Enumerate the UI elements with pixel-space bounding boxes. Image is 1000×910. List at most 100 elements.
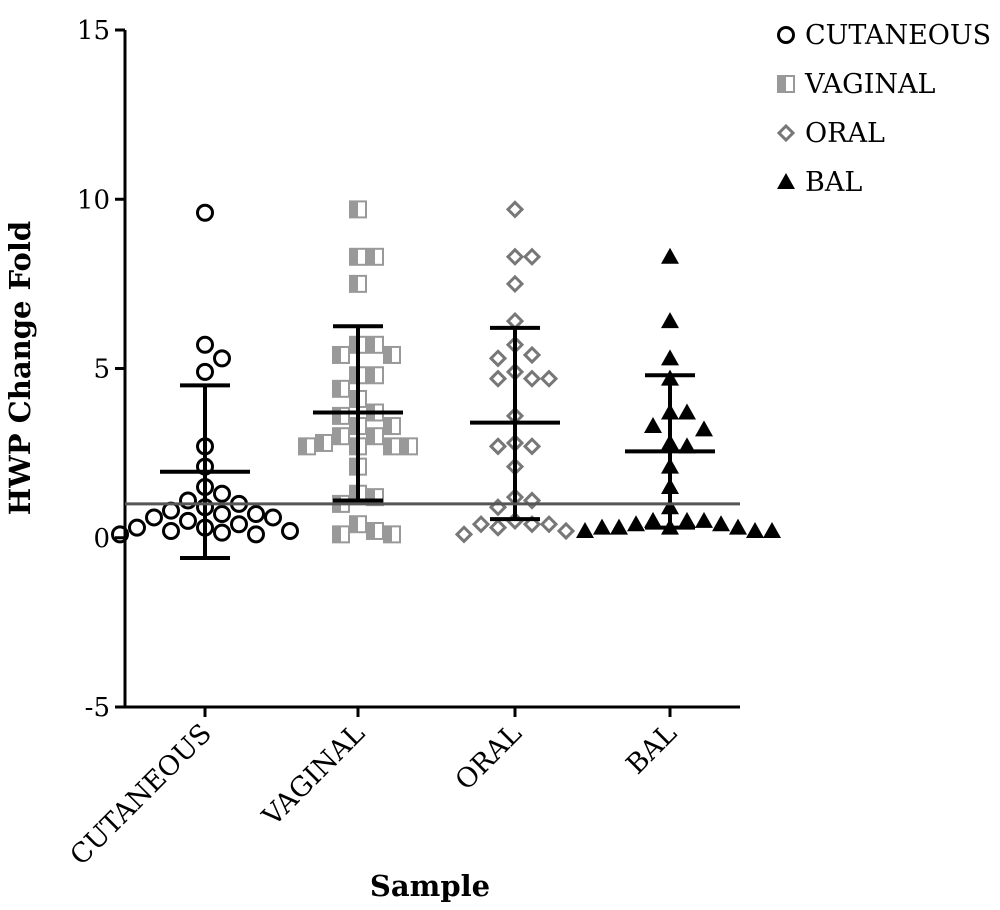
data-point	[213, 523, 231, 542]
data-point	[383, 437, 401, 456]
data-point	[332, 345, 350, 364]
legend-label: BAL	[805, 167, 862, 198]
legend-marker	[777, 75, 795, 93]
data-point	[678, 403, 696, 420]
data-point	[366, 247, 384, 266]
legend-item-cutaneous: CUTANEOUS	[777, 20, 991, 51]
data-point	[488, 498, 508, 517]
data-point	[522, 437, 542, 456]
data-point	[695, 511, 713, 528]
legend-item-oral: ORAL	[776, 118, 885, 149]
data-point	[230, 515, 248, 534]
data-point	[556, 521, 576, 541]
data-point	[471, 515, 491, 534]
data-point	[332, 379, 350, 398]
y-tick-label: 15	[77, 16, 110, 46]
data-point	[162, 501, 180, 520]
data-point	[366, 427, 384, 446]
data-point	[298, 437, 316, 456]
data-point	[332, 427, 350, 446]
data-point	[729, 518, 747, 535]
data-point	[332, 406, 350, 425]
data-point	[644, 417, 662, 434]
data-point	[712, 515, 730, 532]
data-point	[196, 362, 214, 381]
data-point	[366, 521, 384, 540]
data-point	[332, 525, 350, 544]
data-point	[179, 491, 197, 510]
data-point	[213, 349, 231, 368]
data-point	[366, 335, 384, 354]
legend-item-vaginal: VAGINAL	[777, 69, 936, 100]
legend-label: CUTANEOUS	[805, 20, 991, 51]
data-point	[610, 518, 628, 535]
data-point	[264, 508, 282, 527]
data-point	[505, 200, 525, 219]
series-bal	[576, 247, 781, 538]
data-point	[349, 515, 367, 534]
series-oral	[454, 200, 576, 544]
legend-marker	[776, 123, 796, 143]
data-point	[281, 521, 299, 540]
data-point	[644, 511, 662, 528]
data-point	[454, 525, 474, 544]
data-point	[746, 521, 764, 538]
data-point	[593, 518, 611, 535]
legend-label: VAGINAL	[804, 69, 936, 100]
data-point	[162, 521, 180, 540]
data-point	[179, 511, 197, 530]
data-point	[400, 437, 418, 456]
data-point	[539, 369, 559, 388]
data-point	[349, 274, 367, 293]
error-bar	[160, 383, 250, 561]
data-point	[678, 511, 696, 528]
data-point	[383, 525, 401, 544]
y-tick-label: 0	[93, 524, 110, 554]
plot-area	[111, 200, 781, 561]
data-point	[661, 312, 679, 329]
data-point	[522, 247, 542, 266]
legend-item-bal: BAL	[777, 167, 862, 198]
data-point	[383, 417, 401, 436]
data-point	[213, 505, 231, 524]
data-point	[196, 203, 214, 222]
data-point	[505, 247, 525, 266]
y-axis-title: HWP Change Fold	[3, 221, 37, 515]
data-point	[505, 274, 525, 293]
data-point	[661, 247, 679, 264]
data-point	[661, 349, 679, 366]
x-tick-label: VAGINAL	[256, 718, 371, 833]
data-point	[349, 247, 367, 266]
y-tick-label: -5	[85, 693, 110, 723]
data-point	[349, 200, 367, 219]
data-point	[128, 518, 146, 537]
data-point	[383, 345, 401, 364]
data-point	[522, 345, 542, 365]
data-point	[576, 521, 594, 538]
error-bar	[470, 325, 560, 522]
data-point	[695, 420, 713, 437]
series-cutaneous	[111, 203, 299, 544]
y-tick-label: 10	[77, 185, 110, 215]
legend-marker	[777, 173, 795, 189]
data-point	[247, 525, 265, 544]
data-point	[488, 518, 508, 537]
error-bar	[313, 324, 403, 503]
legend-marker	[777, 26, 795, 44]
data-point	[522, 369, 542, 388]
x-tick-label: CUTANEOUS	[64, 718, 218, 872]
data-point	[488, 349, 508, 368]
data-point	[247, 505, 265, 524]
x-tick-label: BAL	[621, 718, 683, 780]
data-point	[678, 437, 696, 454]
legend: CUTANEOUS VAGINAL ORAL BAL	[776, 20, 991, 198]
error-bar	[625, 373, 715, 530]
y-tick-label: 5	[93, 355, 110, 385]
data-point	[366, 366, 384, 385]
data-point	[627, 515, 645, 532]
data-point	[315, 433, 333, 452]
data-point	[213, 484, 231, 503]
data-point	[145, 508, 163, 527]
legend-label: ORAL	[805, 118, 885, 149]
